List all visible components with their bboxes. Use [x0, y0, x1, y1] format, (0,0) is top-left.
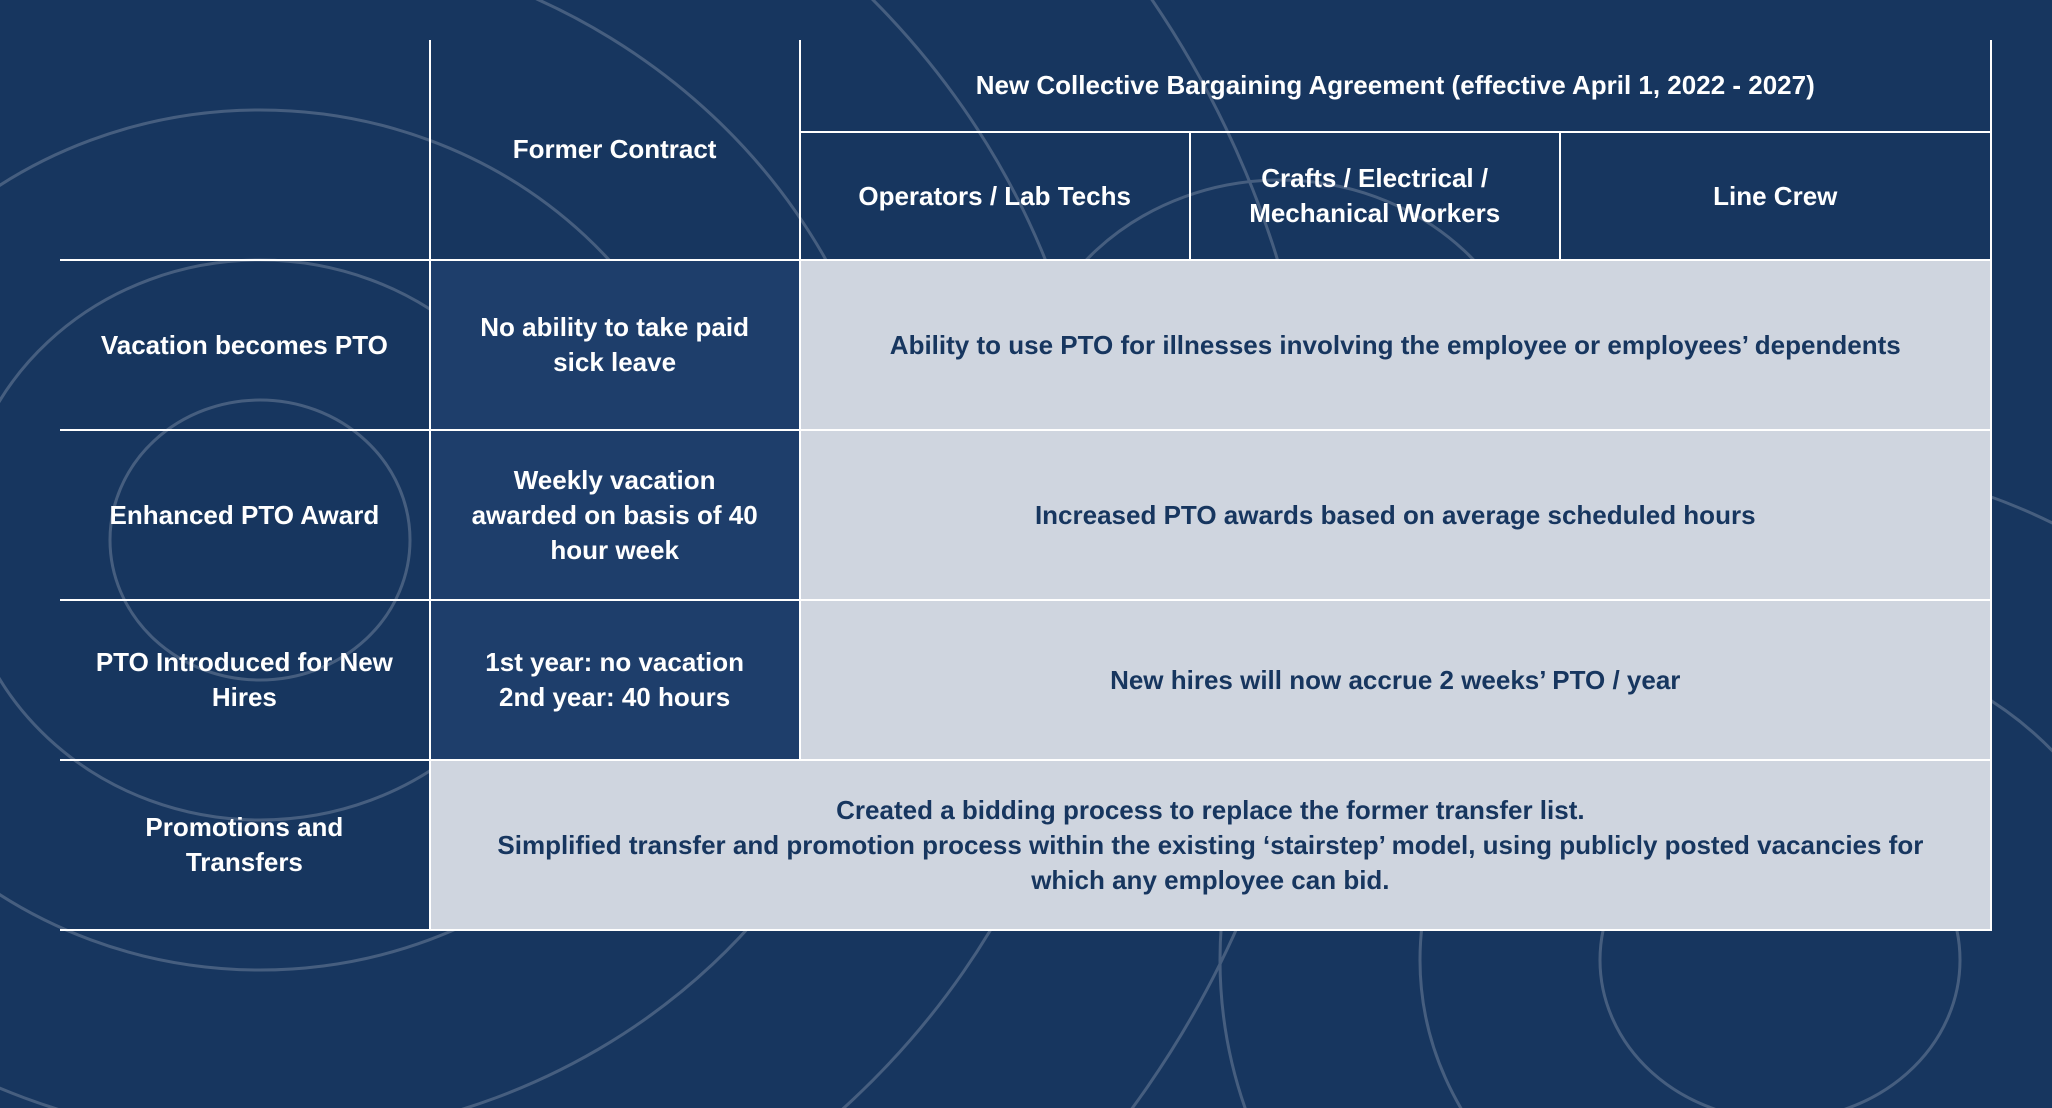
table-corner [60, 40, 430, 260]
table-row: Enhanced PTO Award Weekly vacation award… [60, 430, 1991, 600]
row-header-enhanced-pto: Enhanced PTO Award [60, 430, 430, 600]
cell-former-pto-new-hires: 1st year: no vacation2nd year: 40 hours [430, 600, 800, 760]
comparison-table-wrapper: Former Contract New Collective Bargainin… [60, 40, 1992, 931]
row-header-promotions: Promotions and Transfers [60, 760, 430, 930]
cell-cba-vacation-pto: Ability to use PTO for illnesses involvi… [800, 260, 1992, 430]
slide: Former Contract New Collective Bargainin… [0, 0, 2052, 1108]
col-subheader-crafts: Crafts / Electrical / Mechanical Workers [1190, 132, 1560, 260]
table-row: Promotions and Transfers Created a biddi… [60, 760, 1991, 930]
row-header-pto-new-hires: PTO Introduced for New Hires [60, 600, 430, 760]
cell-cba-pto-new-hires: New hires will now accrue 2 weeks’ PTO /… [800, 600, 1992, 760]
col-header-former: Former Contract [430, 40, 800, 260]
row-header-vacation-pto: Vacation becomes PTO [60, 260, 430, 430]
cell-former-vacation-pto: No ability to take paid sick leave [430, 260, 800, 430]
table-row: PTO Introduced for New Hires 1st year: n… [60, 600, 1991, 760]
table-row: Vacation becomes PTO No ability to take … [60, 260, 1991, 430]
col-subheader-linecrew: Line Crew [1560, 132, 1991, 260]
comparison-table: Former Contract New Collective Bargainin… [60, 40, 1992, 931]
col-subheader-operators: Operators / Lab Techs [800, 132, 1190, 260]
cell-former-enhanced-pto: Weekly vacation awarded on basis of 40 h… [430, 430, 800, 600]
cell-cba-enhanced-pto: Increased PTO awards based on average sc… [800, 430, 1992, 600]
cell-wide-promotions: Created a bidding process to replace the… [430, 760, 1991, 930]
col-header-cba-title: New Collective Bargaining Agreement (eff… [800, 40, 1992, 132]
